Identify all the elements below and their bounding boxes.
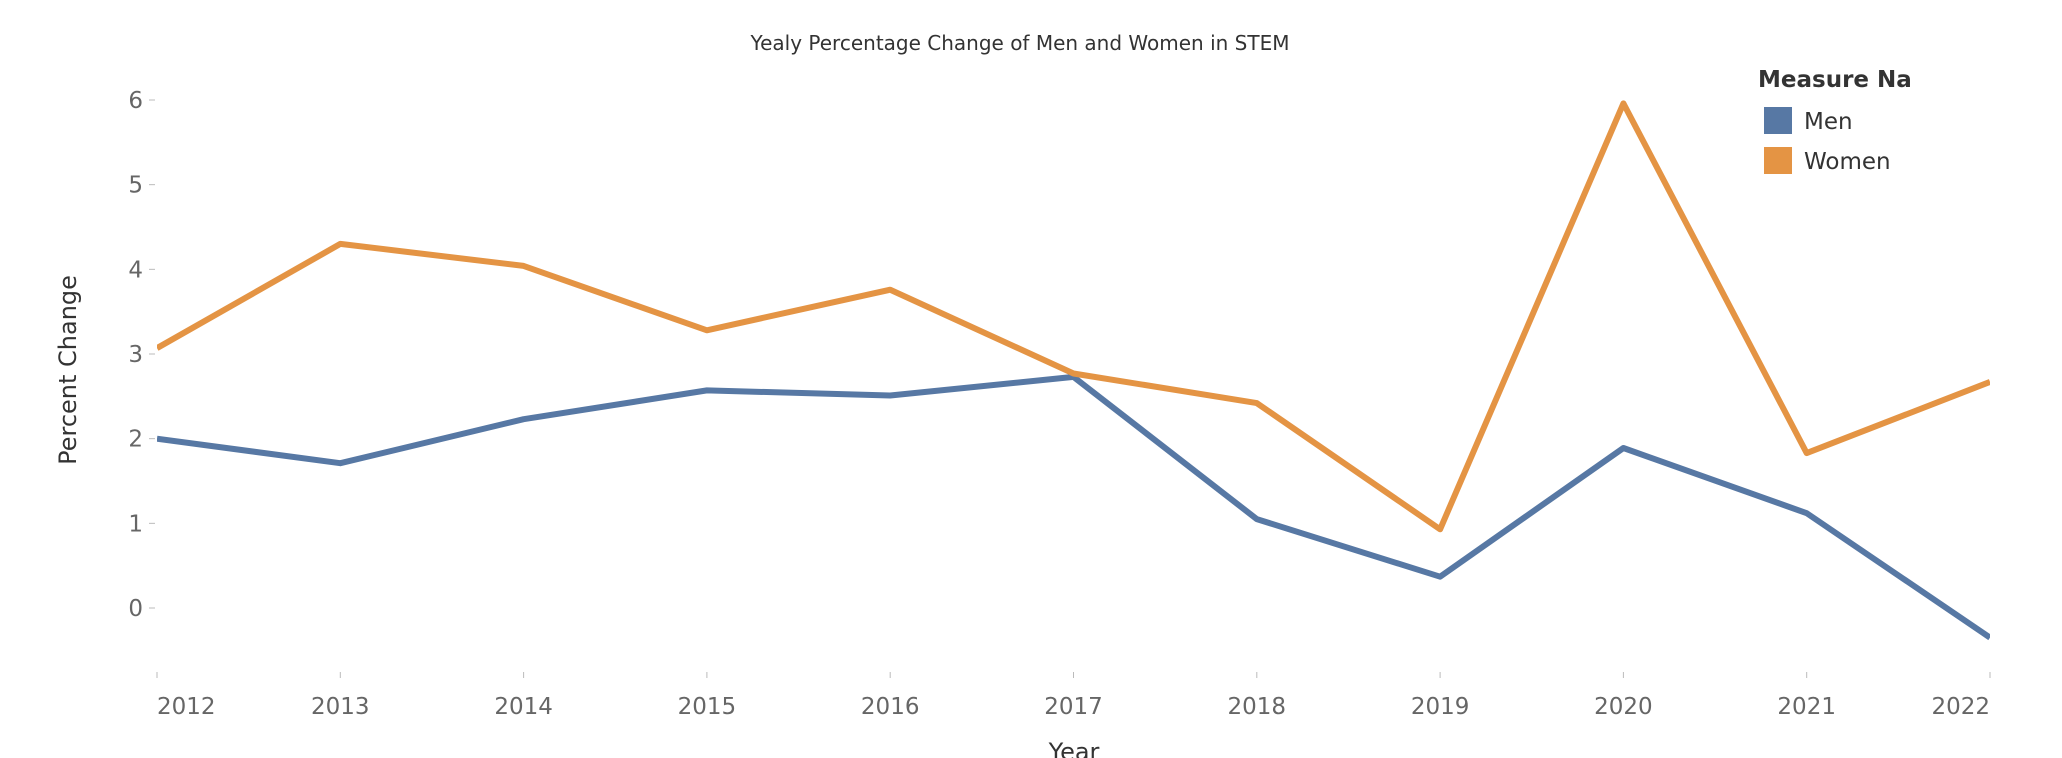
x-axis-title: Year	[1048, 738, 1100, 758]
y-tick-label: 4	[128, 257, 143, 283]
x-tick-label: 2017	[1044, 694, 1103, 720]
series-line-women	[157, 100, 1990, 533]
chart-title: Yealy Percentage Change of Men and Women…	[750, 31, 1290, 55]
y-axis-title: Percent Change	[54, 275, 82, 465]
y-tick-label: 2	[128, 427, 143, 453]
legend: Measure Nam Men Women	[1758, 67, 1936, 175]
x-tick-label: 2020	[1594, 694, 1653, 720]
y-tick-label: 0	[128, 596, 143, 622]
x-tick-label: 2012	[157, 694, 216, 720]
x-tick-label: 2014	[494, 694, 553, 720]
x-axis: 2012 2013 2014 2015 2016 2017 2018 2019 2020 2021…	[156, 672, 1991, 720]
y-tick-label: 3	[128, 342, 143, 368]
x-tick-label: 2021	[1777, 694, 1836, 720]
legend-swatch-women	[1764, 147, 1792, 174]
legend-items: Men Women	[1764, 107, 1891, 175]
x-tick-label: 2018	[1228, 694, 1287, 720]
series-lines	[157, 100, 1990, 641]
legend-label-men: Men	[1804, 109, 1853, 135]
x-tick-label: 2019	[1411, 694, 1470, 720]
x-tick-label: 2022	[1931, 694, 1990, 720]
series-line-men	[157, 373, 1990, 641]
legend-title: Measure Nam	[1758, 67, 1936, 93]
x-tick-label: 2016	[861, 694, 920, 720]
y-tick-label: 5	[128, 173, 143, 199]
y-tick-label: 1	[128, 511, 143, 537]
y-axis: 0 1 2 3 4 5 6	[128, 88, 155, 622]
y-tick-label: 6	[128, 88, 143, 114]
x-tick-label: 2013	[311, 694, 370, 720]
legend-label-women: Women	[1804, 149, 1891, 175]
legend-swatch-men	[1764, 107, 1792, 134]
x-tick-label: 2015	[678, 694, 737, 720]
